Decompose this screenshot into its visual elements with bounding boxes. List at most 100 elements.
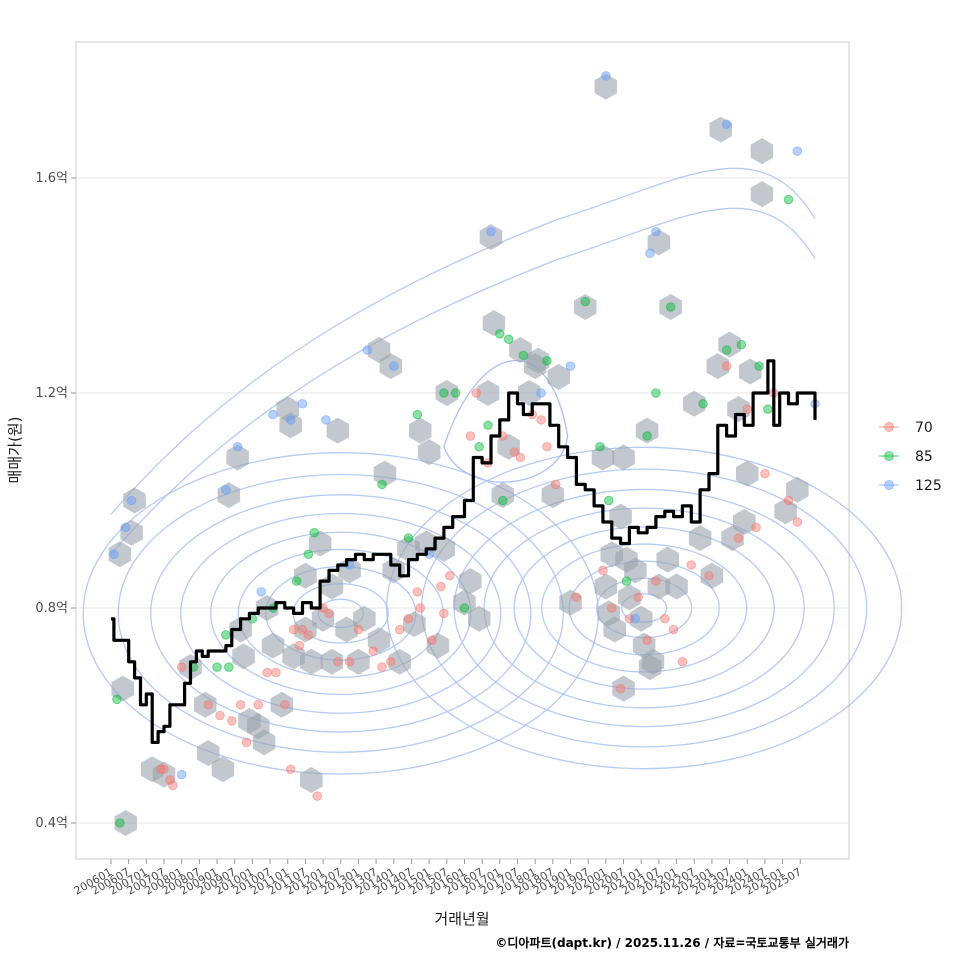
hexbin-cell bbox=[688, 525, 712, 552]
scatter-point-85 bbox=[483, 420, 493, 431]
scatter-point-70 bbox=[677, 656, 688, 667]
hexbin-cell bbox=[152, 761, 176, 788]
hexbin-cell bbox=[738, 358, 762, 385]
hexbin-cell bbox=[641, 648, 665, 675]
hexbin-cell bbox=[624, 557, 647, 584]
hexbin-cell bbox=[300, 648, 323, 675]
hexbin-cell bbox=[709, 116, 732, 143]
hexbin-cell bbox=[108, 541, 132, 568]
hexbin-cell bbox=[736, 460, 759, 487]
hexbin-cell bbox=[379, 353, 403, 380]
scatter-point-85 bbox=[309, 527, 320, 538]
hexbin-cell bbox=[656, 546, 679, 573]
scatter-point-85 bbox=[580, 296, 591, 307]
scatter-point-70 bbox=[377, 662, 387, 672]
hexbin-cell bbox=[196, 740, 220, 767]
hexbin-cell bbox=[226, 444, 249, 471]
density-contour bbox=[180, 512, 502, 714]
scatter-point-70 bbox=[241, 737, 252, 748]
scatter-point-85 bbox=[665, 302, 676, 312]
scatter-point-85 bbox=[112, 694, 122, 705]
density-contour bbox=[386, 446, 903, 770]
scatter-point-125 bbox=[792, 146, 803, 156]
hexbin-cell bbox=[397, 535, 420, 562]
scatter-point-70 bbox=[156, 764, 166, 775]
hexbin-cell bbox=[479, 224, 503, 251]
legend-key-point bbox=[884, 422, 894, 432]
hexbin-cell bbox=[647, 229, 671, 256]
scatter-point-70 bbox=[686, 560, 697, 570]
scatter-point-125 bbox=[120, 522, 131, 533]
density-contour bbox=[421, 468, 868, 748]
hexbin-cell bbox=[409, 417, 432, 444]
scatter-point-70 bbox=[386, 656, 396, 667]
scatter-point-125 bbox=[221, 484, 231, 495]
scatter-point-85 bbox=[642, 431, 652, 441]
legend-label: 125 bbox=[915, 478, 942, 494]
hexbin-cell bbox=[547, 363, 570, 390]
scatter-point-125 bbox=[268, 409, 278, 420]
scatter-point-85 bbox=[224, 662, 234, 672]
scatter-point-70 bbox=[297, 624, 308, 635]
scatter-point-85 bbox=[212, 662, 222, 672]
legend-label: 85 bbox=[915, 449, 933, 465]
density-contours bbox=[82, 167, 903, 775]
hexbin-cell bbox=[335, 616, 358, 643]
plot-panel bbox=[75, 41, 850, 860]
hexbin-cell bbox=[659, 294, 682, 320]
hexbin-cell bbox=[541, 482, 565, 509]
hexbin-cell bbox=[706, 353, 730, 380]
scatter-point-85 bbox=[403, 533, 414, 543]
scatter-point-70 bbox=[444, 570, 455, 581]
hexbin-cell bbox=[491, 482, 514, 509]
hexbin-cell bbox=[609, 503, 632, 530]
scatter-point-70 bbox=[471, 388, 482, 398]
y-tick-label: 0.4억 bbox=[35, 816, 68, 831]
scatter-point-70 bbox=[344, 656, 355, 667]
scatter-point-85 bbox=[221, 630, 231, 640]
grid-lines bbox=[76, 177, 849, 824]
y-axis-title: 매매가(원) bbox=[6, 417, 24, 484]
x-axis-title: 거래년월 bbox=[434, 910, 489, 928]
scatter-point-70 bbox=[651, 576, 661, 586]
scatter-point-85 bbox=[377, 479, 387, 490]
hexbin-cell bbox=[417, 439, 441, 466]
hexbin-cell bbox=[432, 535, 456, 562]
scatter-point-125 bbox=[256, 587, 267, 597]
scatter-point-70 bbox=[633, 592, 644, 603]
scatter-point-70 bbox=[571, 592, 582, 603]
hexbin-cell bbox=[559, 589, 582, 616]
hexbin-cell bbox=[509, 337, 532, 363]
density-contour bbox=[117, 473, 564, 753]
hexbin-cell bbox=[594, 73, 618, 100]
hexbin-cell bbox=[630, 605, 653, 632]
hexbin-cell bbox=[683, 390, 706, 417]
scatter-point-85 bbox=[783, 194, 794, 205]
scatter-point-125 bbox=[388, 361, 399, 371]
hexbin-cell bbox=[518, 380, 541, 406]
hexbin-cell bbox=[426, 632, 450, 659]
hexbin-cell bbox=[574, 294, 597, 320]
hexbin-cell bbox=[612, 675, 635, 702]
y-tick-label: 1.2억 bbox=[35, 386, 68, 401]
hexbin-cell bbox=[300, 767, 323, 793]
scatter-point-85 bbox=[503, 334, 514, 345]
scatter-point-70 bbox=[324, 608, 334, 619]
scatter-point-70 bbox=[515, 452, 526, 463]
legend-label: 70 bbox=[915, 420, 933, 436]
scatter-point-125 bbox=[321, 415, 331, 425]
hexbin-cell bbox=[718, 331, 741, 358]
scatter-point-70 bbox=[783, 495, 794, 506]
hexbin-cell bbox=[347, 648, 370, 675]
scatter-point-85 bbox=[763, 404, 773, 414]
hexbin-cell bbox=[252, 729, 276, 756]
median-line bbox=[111, 359, 817, 744]
legend-key-point bbox=[884, 480, 894, 490]
x-axis-ticks: 2006012006072007012007072008012008072009… bbox=[72, 859, 804, 898]
hexbin-cell bbox=[618, 584, 641, 611]
scatter-point-70 bbox=[159, 764, 169, 775]
scatter-point-85 bbox=[754, 361, 764, 371]
hexbin-cell bbox=[476, 380, 500, 406]
scatter-point-70 bbox=[465, 431, 476, 441]
scatter-point-70 bbox=[659, 613, 670, 624]
